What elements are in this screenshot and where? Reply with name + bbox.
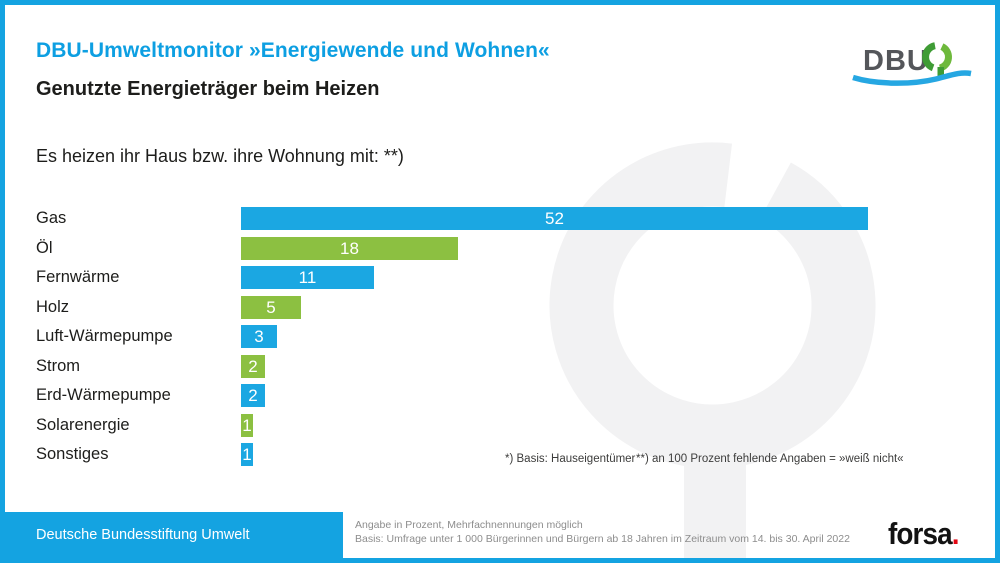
value-label: 3	[254, 327, 264, 346]
category-label: Fernwärme	[36, 268, 120, 286]
footer-org-bar: Deutsche Bundesstiftung Umwelt	[0, 512, 343, 558]
value-label: 2	[248, 386, 258, 405]
bar: 3	[241, 325, 277, 348]
value-label: 18	[340, 239, 359, 258]
bar: 2	[241, 384, 265, 407]
frame-border-top	[0, 0, 1000, 5]
frame-border-left	[0, 0, 5, 563]
category-label: Luft-Wärmepumpe	[36, 327, 173, 345]
footer-notes: Angabe in Prozent, Mehrfachnennungen mög…	[355, 519, 850, 546]
bar: 2	[241, 355, 265, 378]
frame-border-bottom	[0, 558, 1000, 563]
bar: 1	[241, 414, 253, 437]
value-label: 5	[266, 298, 276, 317]
value-label: 1	[242, 416, 252, 435]
category-label: Öl	[36, 239, 53, 257]
footer-note-line1: Angabe in Prozent, Mehrfachnennungen mög…	[355, 519, 583, 531]
survey-question: Es heizen ihr Haus bzw. ihre Wohnung mit…	[36, 146, 404, 166]
forsa-logo: forsa.	[888, 516, 959, 552]
value-label: 11	[298, 268, 317, 287]
bar: 1	[241, 443, 253, 466]
bar: 5	[241, 296, 301, 319]
category-label: Strom	[36, 357, 81, 375]
dbu-logo: DBU	[852, 42, 972, 86]
category-label: Holz	[36, 298, 70, 316]
forsa-logo-dot: .	[951, 516, 960, 551]
footer-note-line2: Basis: Umfrage unter 1 000 Bürgerinnen u…	[355, 532, 850, 545]
footnote-missing: **) an 100 Prozent fehlende Angaben = »w…	[636, 453, 904, 465]
footer-org-label: Deutsche Bundesstiftung Umwelt	[36, 527, 250, 543]
category-label: Sonstiges	[36, 445, 109, 463]
dbu-logo-wordmark: DBU	[863, 45, 929, 77]
bar: 18	[241, 237, 458, 260]
forsa-logo-text: forsa	[888, 516, 953, 551]
frame-border-right	[995, 0, 1000, 563]
category-label: Gas	[36, 209, 67, 227]
page-subtitle: Genutzte Energieträger beim Heizen	[36, 78, 380, 100]
category-label: Erd-Wärmepumpe	[36, 386, 171, 404]
dbu-logo-wave-icon	[852, 70, 972, 86]
bar-chart: Gas 52 Öl 18 Fernwärme 11 Holz 5 Luft-Wärmepumpe…	[0, 207, 995, 477]
value-label: 52	[545, 209, 564, 228]
value-label: 1	[242, 445, 252, 464]
category-label: Solarenergie	[36, 416, 130, 434]
footnote-basis: *) Basis: Hauseigentümer	[505, 453, 636, 465]
dbu-logo-symbol-icon	[922, 42, 952, 77]
bar: 52	[241, 207, 868, 230]
value-label: 2	[248, 357, 258, 376]
bar: 11	[241, 266, 374, 289]
page-title: DBU-Umweltmonitor »Energiewende und Wohn…	[36, 39, 550, 62]
